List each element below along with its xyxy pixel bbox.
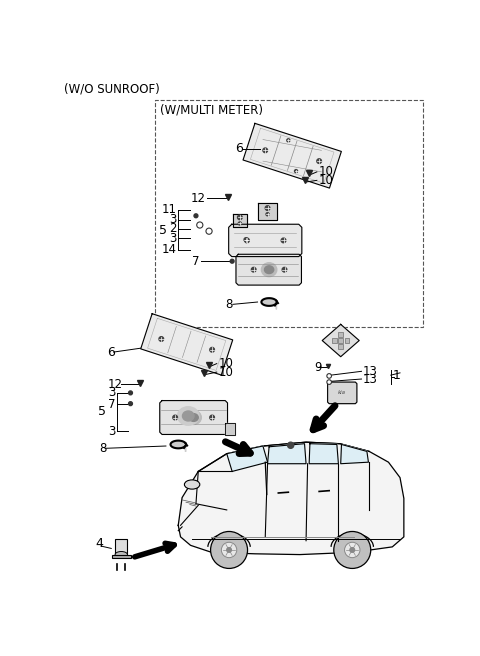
Circle shape: [287, 139, 290, 142]
Circle shape: [221, 543, 237, 558]
Circle shape: [210, 348, 215, 352]
Circle shape: [288, 442, 294, 448]
Circle shape: [238, 215, 242, 220]
Ellipse shape: [262, 263, 277, 277]
Text: 5: 5: [159, 224, 168, 237]
Text: 8: 8: [225, 298, 232, 311]
Circle shape: [334, 531, 371, 569]
Bar: [338, 332, 343, 337]
Polygon shape: [267, 443, 306, 464]
Text: 13: 13: [363, 365, 378, 378]
Polygon shape: [178, 442, 404, 554]
Circle shape: [266, 213, 269, 216]
Bar: [345, 338, 349, 343]
Circle shape: [350, 548, 355, 552]
Polygon shape: [243, 123, 341, 188]
Circle shape: [345, 543, 360, 558]
Text: 8: 8: [100, 442, 107, 455]
Polygon shape: [322, 324, 359, 357]
Text: 12: 12: [108, 378, 122, 391]
Polygon shape: [160, 401, 228, 434]
Circle shape: [159, 337, 164, 341]
Circle shape: [252, 268, 256, 272]
Polygon shape: [170, 441, 186, 452]
Bar: [155, 100, 423, 327]
Bar: [332, 338, 337, 343]
Polygon shape: [258, 203, 277, 220]
Polygon shape: [262, 298, 276, 310]
Circle shape: [282, 268, 287, 272]
Circle shape: [327, 374, 332, 379]
Ellipse shape: [182, 411, 194, 421]
Polygon shape: [227, 446, 267, 472]
Polygon shape: [341, 445, 369, 464]
Bar: [338, 344, 343, 349]
Bar: [112, 554, 131, 558]
Circle shape: [211, 531, 248, 569]
Circle shape: [327, 380, 332, 384]
Circle shape: [317, 159, 322, 163]
Text: 3: 3: [169, 232, 177, 245]
Polygon shape: [225, 423, 235, 435]
Text: 1: 1: [392, 369, 400, 382]
Polygon shape: [228, 224, 302, 256]
Circle shape: [238, 222, 241, 225]
Text: 12: 12: [191, 192, 206, 205]
Circle shape: [230, 259, 234, 263]
Circle shape: [129, 391, 132, 395]
Polygon shape: [328, 382, 357, 403]
Circle shape: [281, 238, 286, 243]
Text: 10: 10: [218, 365, 233, 379]
Text: 10: 10: [218, 357, 233, 370]
Circle shape: [245, 238, 249, 243]
Circle shape: [227, 548, 231, 552]
Polygon shape: [141, 314, 233, 375]
Text: 11: 11: [162, 203, 177, 216]
Text: 10: 10: [318, 165, 333, 178]
Text: kia: kia: [338, 390, 346, 396]
Circle shape: [295, 170, 298, 173]
Text: 6: 6: [235, 142, 243, 155]
Polygon shape: [236, 255, 301, 285]
Text: 3: 3: [108, 425, 115, 438]
Circle shape: [244, 237, 248, 241]
Text: 14: 14: [162, 243, 177, 256]
Ellipse shape: [178, 407, 199, 425]
Text: 9: 9: [314, 361, 321, 374]
Text: 13: 13: [363, 373, 378, 386]
Ellipse shape: [186, 411, 201, 424]
Text: 2: 2: [169, 222, 177, 236]
Text: 5: 5: [98, 405, 106, 418]
Text: 4: 4: [95, 537, 103, 550]
Polygon shape: [309, 443, 338, 464]
Text: 7: 7: [192, 255, 200, 268]
Circle shape: [265, 206, 270, 211]
Circle shape: [173, 415, 178, 420]
Circle shape: [263, 148, 267, 153]
Ellipse shape: [184, 480, 200, 489]
Text: (W/MULTI METER): (W/MULTI METER): [160, 103, 263, 116]
Bar: [115, 539, 127, 554]
Text: 10: 10: [318, 174, 333, 187]
Text: 6: 6: [108, 346, 115, 359]
Text: 7: 7: [108, 398, 115, 411]
Text: 3: 3: [169, 213, 177, 226]
Text: (W/O SUNROOF): (W/O SUNROOF): [64, 83, 160, 96]
Circle shape: [197, 222, 203, 228]
Circle shape: [129, 401, 132, 405]
Circle shape: [194, 214, 198, 218]
Ellipse shape: [115, 552, 127, 558]
Ellipse shape: [264, 266, 274, 274]
Text: 3: 3: [108, 386, 115, 400]
Polygon shape: [233, 215, 247, 226]
Ellipse shape: [189, 414, 198, 421]
Circle shape: [210, 415, 215, 420]
Bar: [338, 338, 343, 343]
Circle shape: [206, 228, 212, 234]
